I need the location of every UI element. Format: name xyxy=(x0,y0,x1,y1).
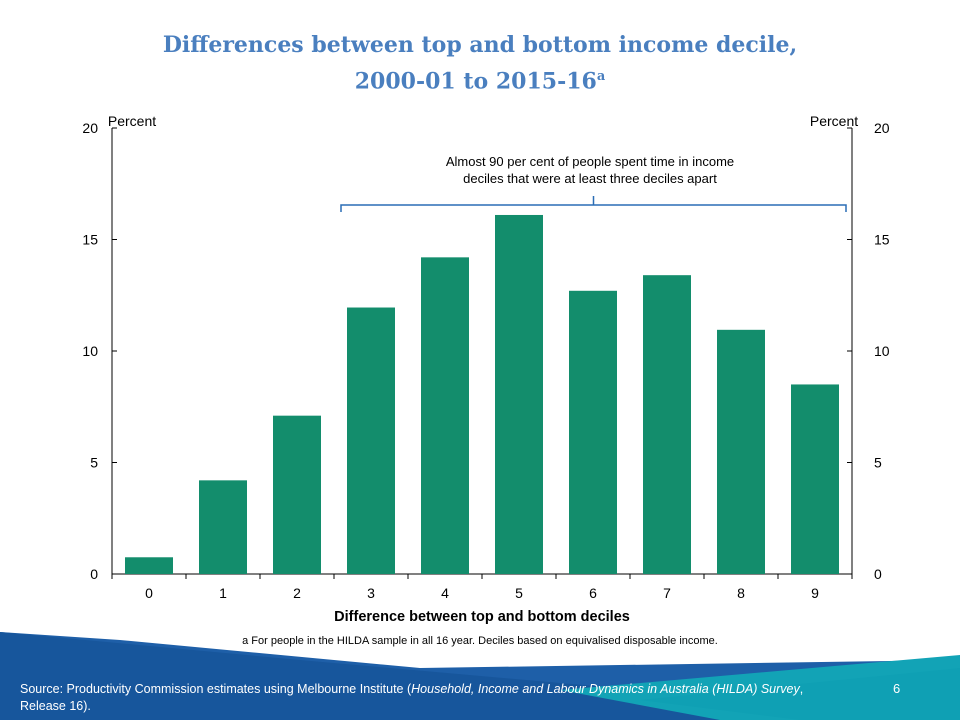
y-axis-label-right: Percent xyxy=(810,113,858,129)
x-tick-label: 6 xyxy=(589,585,597,601)
bar-8 xyxy=(717,329,765,574)
x-tick-label: 1 xyxy=(219,585,227,601)
source-note: Source: Productivity Commission estimate… xyxy=(20,682,804,713)
y-axis-label-left: Percent xyxy=(108,113,156,129)
bar-7 xyxy=(643,275,691,574)
y-tick-label-right: 10 xyxy=(874,343,890,359)
y-tick-label-right: 15 xyxy=(874,232,890,248)
y-tick-label-right: 5 xyxy=(874,455,882,471)
x-tick-label: 9 xyxy=(811,585,819,601)
page-number: 6 xyxy=(893,681,901,696)
annotation-text: Almost 90 per cent of people spent time … xyxy=(446,154,734,169)
bar-4 xyxy=(421,257,469,574)
x-tick-label: 0 xyxy=(145,585,153,601)
y-tick-label-left: 20 xyxy=(82,120,98,136)
bar-5 xyxy=(495,214,543,574)
x-tick-label: 7 xyxy=(663,585,671,601)
footnote: a For people in the HILDA sample in all … xyxy=(242,635,718,647)
bar-9 xyxy=(791,384,839,574)
bar-1 xyxy=(199,480,247,574)
y-tick-label-right: 20 xyxy=(874,120,890,136)
chart-title: Differences between top and bottom incom… xyxy=(162,32,798,95)
bar-6 xyxy=(569,290,617,574)
x-tick-label: 3 xyxy=(367,585,375,601)
x-tick-label: 4 xyxy=(441,585,449,601)
bar-0 xyxy=(125,557,173,574)
annotation-bracket xyxy=(340,196,847,212)
x-tick-label: 2 xyxy=(293,585,301,601)
y-tick-label-left: 5 xyxy=(90,455,98,471)
y-tick-label-right: 0 xyxy=(874,566,882,582)
x-tick-label: 8 xyxy=(737,585,745,601)
y-tick-label-left: 10 xyxy=(82,343,98,359)
bar-3 xyxy=(347,307,395,574)
x-tick-label: 5 xyxy=(515,585,523,601)
annotation-text: deciles that were at least three deciles… xyxy=(463,171,717,186)
y-tick-label-left: 15 xyxy=(82,232,98,248)
y-tick-label-left: 0 xyxy=(90,566,98,582)
bar-2 xyxy=(273,415,321,574)
x-axis-label: Difference between top and bottom decile… xyxy=(334,609,630,625)
